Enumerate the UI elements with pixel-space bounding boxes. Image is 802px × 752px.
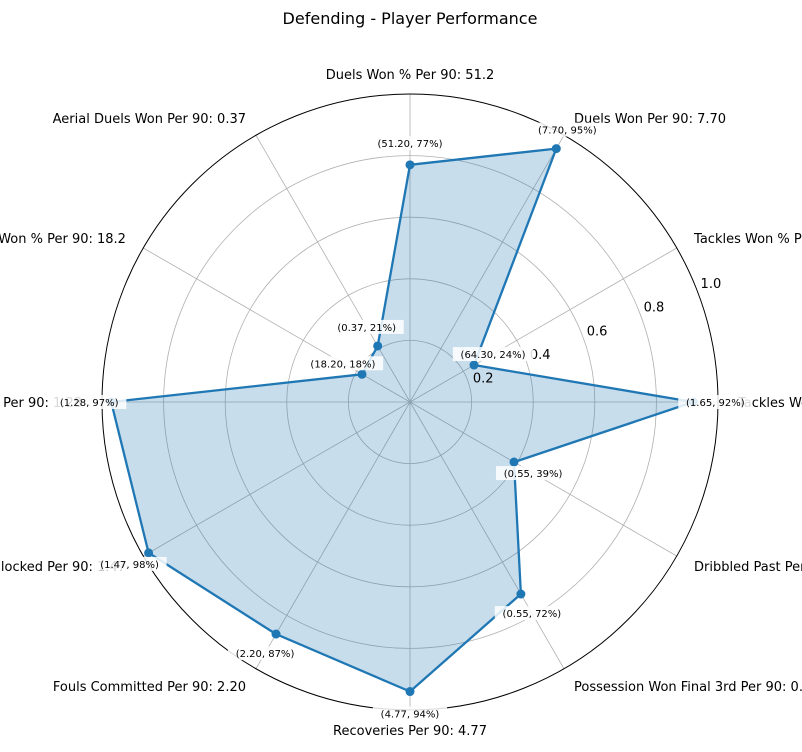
data-point	[551, 144, 561, 154]
data-point	[373, 341, 383, 351]
data-point	[405, 687, 415, 697]
data-label: (1.47, 98%)	[92, 556, 167, 571]
axis-label: Possession Won Final 3rd Per 90: 0.55	[574, 680, 802, 695]
axis-label: Tackles Won Per 90: 1.65	[737, 396, 802, 411]
axis-label: Fouls Committed Per 90: 2.20	[53, 680, 246, 695]
axis-label: Aerial Duels Won Per 90: 0.37	[53, 112, 246, 127]
grid-spoke	[255, 401, 411, 669]
data-label: (51.20, 77%)	[369, 135, 451, 150]
svg-text:(0.55, 39%): (0.55, 39%)	[504, 469, 563, 480]
svg-text:(64.30, 24%): (64.30, 24%)	[461, 350, 526, 361]
grid-spoke	[255, 135, 411, 403]
data-point	[516, 589, 526, 599]
svg-text:(1.65, 92%): (1.65, 92%)	[686, 398, 745, 409]
axis-label: Duels Won Per 90: 7.70	[574, 112, 726, 127]
data-label: (1.65, 92%)	[678, 395, 753, 409]
svg-text:(0.55, 72%): (0.55, 72%)	[503, 609, 562, 620]
data-point	[144, 548, 154, 558]
data-label: (7.70, 95%)	[530, 122, 605, 137]
svg-text:(18.20, 18%): (18.20, 18%)	[310, 359, 375, 370]
data-point	[271, 629, 281, 639]
radial-tick-label: 0.4	[530, 348, 551, 363]
data-label: (64.30, 24%)	[452, 347, 534, 362]
grid-spoke	[409, 135, 565, 403]
axis-label: Aerial Duels Won % Per 90: 18.2	[0, 232, 126, 247]
radial-tick-label: 0.8	[644, 301, 665, 316]
svg-text:(0.37, 21%): (0.37, 21%)	[337, 323, 396, 334]
data-point	[405, 160, 415, 170]
svg-text:(2.20, 87%): (2.20, 87%)	[236, 649, 295, 660]
data-point	[509, 457, 519, 467]
data-point	[357, 369, 367, 379]
radial-tick-label: 0.6	[587, 324, 608, 339]
axis-label: Tackles Won % Per 90: 64.3	[693, 232, 802, 247]
data-label: (1.28, 97%)	[52, 395, 127, 409]
data-label: (18.20, 18%)	[302, 356, 384, 371]
grid-spoke	[409, 401, 565, 669]
data-label: (0.37, 21%)	[329, 319, 404, 334]
svg-text:(1.28, 97%): (1.28, 97%)	[60, 398, 119, 409]
grid-spoke	[143, 401, 411, 557]
radial-tick-label: 1.0	[701, 277, 722, 292]
radial-tick-label: 0.2	[473, 371, 494, 386]
grid-spoke	[409, 247, 677, 403]
radar-axis-labels: 0.2 0.4 0.6 0.8 1.0 Tackles Won Per 90: 1.65 T…	[0, 68, 802, 739]
axis-label: Duels Won % Per 90: 51.2	[326, 68, 495, 83]
svg-text:(7.70, 95%): (7.70, 95%)	[538, 126, 597, 137]
chart-title: Defending - Player Performance	[283, 9, 538, 28]
series-area	[111, 148, 694, 692]
data-label: (2.20, 87%)	[227, 646, 303, 661]
data-label: (0.55, 72%)	[494, 606, 569, 621]
svg-text:(51.20, 77%): (51.20, 77%)	[377, 139, 442, 150]
data-label: (0.55, 39%)	[495, 466, 571, 481]
data-label: (4.77, 94%)	[372, 706, 448, 721]
axis-label: Dribbled Past Per 90: 0.55	[694, 560, 802, 575]
svg-text:(4.77, 94%): (4.77, 94%)	[381, 710, 440, 721]
svg-text:(1.47, 98%): (1.47, 98%)	[100, 560, 159, 571]
radar-series	[106, 144, 698, 697]
axis-label: Recoveries Per 90: 4.77	[333, 724, 487, 739]
data-point	[469, 360, 479, 370]
